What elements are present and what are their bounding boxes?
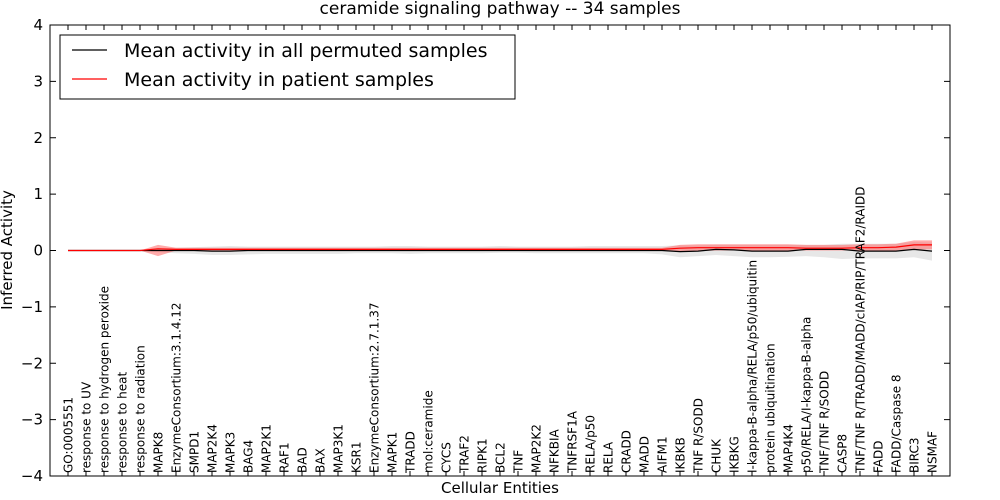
y-tick-label: 4 — [33, 16, 43, 34]
x-tick-label: FADD — [872, 441, 886, 474]
x-tick-label: BCL2 — [494, 442, 508, 473]
x-tick-label: I-kappa-B-alpha/RELA/p50/ubiquitin — [746, 260, 760, 473]
x-tick-label: BAX — [314, 448, 328, 473]
x-tick-label: CYCS — [440, 442, 454, 473]
x-tick-label: FADD/Caspase 8 — [890, 374, 904, 473]
x-tick-label: IKBKG — [728, 436, 742, 473]
y-tick-label: 3 — [33, 72, 43, 90]
x-tick-label: MAP3K1 — [332, 424, 346, 473]
x-tick-label: RELA — [602, 441, 616, 473]
x-tick-label: CASP8 — [836, 434, 850, 473]
y-tick-label: −2 — [21, 354, 43, 372]
x-axis: GO:0005551 response to UV response to hydr… — [62, 25, 940, 476]
x-tick-label: SMPD1 — [188, 431, 202, 473]
x-tick-label: IKBKB — [674, 437, 688, 473]
x-tick-label: MADD — [638, 436, 652, 473]
x-tick-label: BIRC3 — [908, 437, 922, 473]
x-tick-label: MAP4K4 — [782, 424, 796, 473]
x-tick-label: RAF1 — [278, 442, 292, 473]
x-tick-label: NFKBIA — [548, 428, 562, 473]
band-series-1 — [68, 240, 932, 257]
legend-label-permuted: Mean activity in all permuted samples — [124, 40, 487, 62]
x-tick-label: MAP2K1 — [260, 424, 274, 473]
legend-frame — [59, 34, 516, 100]
y-axis: −4 −3 −2 −1 0 1 2 3 4 — [21, 16, 950, 485]
x-tick-label: TRADD — [404, 431, 418, 474]
x-axis-label: Cellular Entities — [441, 479, 559, 497]
x-tick-label: RIPK1 — [476, 438, 490, 473]
x-tick-label: response to heat — [116, 371, 130, 473]
x-tick-label: mol:ceramide — [422, 390, 436, 473]
x-tick-label: response to UV — [80, 381, 94, 473]
y-tick-label: 2 — [33, 129, 43, 147]
line-series-1 — [68, 244, 932, 252]
legend-label-patient: Mean activity in patient samples — [124, 69, 434, 91]
x-tick-label: NSMAF — [926, 431, 940, 473]
x-tick-label: AIFM1 — [656, 436, 670, 473]
chart-title: ceramide signaling pathway -- 34 samples — [320, 0, 681, 19]
x-tick-label: BAG4 — [242, 440, 256, 473]
x-tick-label: MAP2K4 — [206, 424, 220, 473]
y-tick-label: −1 — [21, 298, 43, 316]
x-tick-label: MAPK3 — [224, 432, 238, 473]
x-tick-label: response to radiation — [134, 345, 148, 473]
x-tick-label: p50/RELA/I-kappa-B-alpha — [800, 317, 814, 473]
x-tick-label: CRADD — [620, 430, 634, 473]
y-tick-label: 1 — [33, 185, 43, 203]
x-tick-label: TNF/TNF R/SODD — [818, 371, 832, 474]
x-tick-label: MAP2K2 — [530, 424, 544, 473]
x-tick-label: response to hydrogen peroxide — [98, 286, 112, 473]
y-axis-label: Inferred Activity — [0, 190, 16, 310]
legend: Mean activity in all permuted samples Me… — [59, 34, 516, 100]
x-tick-label: CHUK — [710, 438, 724, 473]
x-tick-label: TNF — [512, 450, 526, 474]
y-tick-label: −4 — [21, 467, 43, 485]
x-tick-label: MAPK1 — [386, 432, 400, 473]
y-tick-label: 0 — [33, 242, 43, 260]
series-lines — [68, 244, 933, 253]
x-tick-label: EnzymeConsortium:2.7.1.37 — [368, 302, 382, 473]
x-tick-label: TRAF2 — [458, 435, 472, 474]
x-tick-label: TNF/TNF R/TRADD/MADD/cIAP/RIP/TRAF2/RAID… — [854, 187, 868, 475]
line-series-0 — [68, 248, 933, 253]
x-tick-label: TNF R/SODD — [692, 398, 706, 474]
x-tick-label: BAD — [296, 447, 310, 473]
x-tick-label: protein ubiquitination — [764, 343, 778, 473]
confidence-bands — [68, 240, 932, 261]
x-tick-label: KSR1 — [350, 442, 364, 473]
x-tick-label: MAPK8 — [152, 432, 166, 473]
x-tick-label: EnzymeConsortium:3.1.4.12 — [170, 302, 184, 473]
y-tick-label: −3 — [21, 411, 43, 429]
x-tick-label: RELA/p50 — [584, 415, 598, 473]
x-tick-label: GO:0005551 — [62, 397, 76, 473]
x-tick-label: TNFRSF1A — [566, 410, 580, 474]
